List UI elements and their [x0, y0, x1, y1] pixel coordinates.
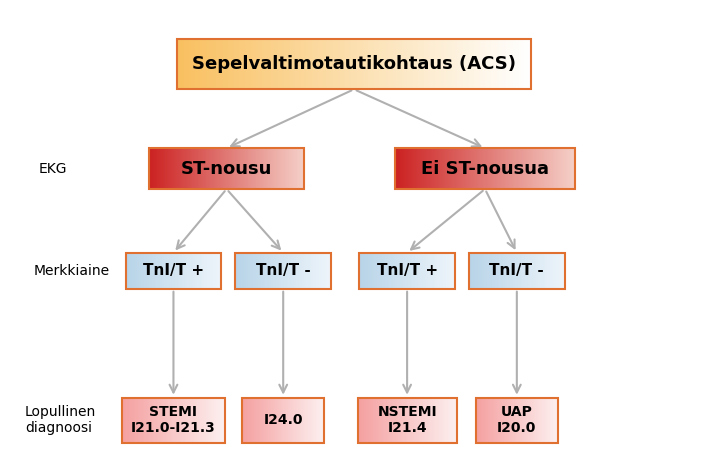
Text: NSTEMI
I21.4: NSTEMI I21.4	[377, 405, 437, 436]
Text: TnI/T -: TnI/T -	[489, 263, 544, 278]
Text: TnI/T +: TnI/T +	[377, 263, 438, 278]
Text: UAP
I20.0: UAP I20.0	[497, 405, 537, 436]
Text: STEMI
I21.0-I21.3: STEMI I21.0-I21.3	[131, 405, 216, 436]
Text: EKG: EKG	[39, 162, 67, 176]
Text: Sepelvaltimotautikohtaus (ACS): Sepelvaltimotautikohtaus (ACS)	[192, 55, 516, 73]
Text: Merkkiaine: Merkkiaine	[34, 264, 110, 278]
Text: Lopullinen
diagnoosi: Lopullinen diagnoosi	[25, 405, 96, 436]
Text: Ei ST-nousua: Ei ST-nousua	[421, 160, 549, 178]
Text: ST-nousu: ST-nousu	[181, 160, 273, 178]
Text: I24.0: I24.0	[263, 413, 303, 428]
Text: TnI/T -: TnI/T -	[256, 263, 311, 278]
Text: TnI/T +: TnI/T +	[143, 263, 204, 278]
